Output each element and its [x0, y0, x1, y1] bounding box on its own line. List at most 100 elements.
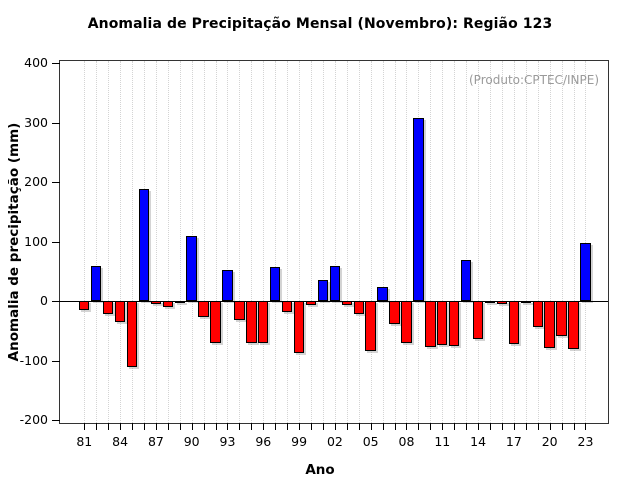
x-tick [490, 423, 492, 430]
gridline [155, 61, 157, 423]
gridline [370, 61, 372, 423]
gridline [490, 61, 492, 423]
gridline [561, 61, 563, 423]
bar-94 [234, 301, 245, 320]
x-tick-label: 08 [398, 434, 415, 449]
x-tick-label: 20 [541, 434, 558, 449]
x-tick [239, 423, 241, 430]
x-tick [442, 423, 444, 430]
gridline [537, 61, 539, 423]
bar-08 [401, 301, 412, 344]
gridline [287, 61, 289, 423]
bar-17 [508, 301, 520, 345]
x-tick [120, 423, 122, 430]
x-tick-label: 84 [112, 434, 129, 449]
x-tick [275, 423, 277, 430]
x-tick [299, 423, 301, 430]
x-tick [561, 423, 563, 430]
y-tick-label: -200 [19, 412, 48, 428]
x-tick-label: 96 [255, 434, 272, 449]
gridline [215, 61, 217, 423]
gridline [299, 61, 301, 423]
x-tick [263, 423, 265, 430]
x-tick-label: 02 [326, 434, 343, 449]
y-tick [52, 301, 60, 303]
bar-23 [580, 242, 591, 302]
bar-09 [413, 118, 424, 302]
y-tick-label: 300 [24, 114, 48, 130]
bar-13 [460, 259, 472, 302]
gridline [442, 61, 444, 423]
bar-98 [281, 301, 293, 312]
bar-84 [114, 301, 126, 323]
bar-93 [222, 269, 233, 302]
gridline [525, 61, 527, 423]
gridline [573, 61, 575, 423]
bar-21 [556, 301, 567, 336]
y-axis-label: Anomalia de precipitação (mm) [6, 122, 22, 362]
gridline [549, 61, 551, 423]
x-tick-label: 05 [362, 434, 379, 449]
x-tick [537, 423, 539, 430]
x-tick [203, 423, 205, 430]
y-tick [52, 360, 60, 362]
x-tick-label: 17 [505, 434, 522, 449]
gridline [275, 61, 277, 423]
x-tick [334, 423, 336, 430]
bar-86 [138, 189, 150, 302]
y-tick [52, 241, 60, 243]
x-axis-label: Ano [305, 462, 335, 478]
bar-95 [246, 301, 257, 343]
x-tick [525, 423, 527, 430]
bar-07 [389, 301, 400, 324]
gridline [311, 61, 313, 423]
x-tick [573, 423, 575, 430]
x-tick [251, 423, 253, 430]
bar-02 [329, 265, 341, 302]
y-tick-label: 400 [24, 55, 48, 71]
x-tick-label: 99 [291, 434, 308, 449]
y-tick-label: 100 [24, 233, 48, 249]
bar-10 [425, 301, 436, 348]
gridline [108, 61, 110, 423]
bar-20 [544, 301, 555, 349]
bar-91 [198, 301, 209, 317]
bar-12 [449, 301, 460, 347]
x-tick [382, 423, 384, 430]
gridline [263, 61, 265, 423]
bar-22 [568, 301, 579, 350]
y-tick-label: 200 [24, 174, 48, 190]
x-tick [179, 423, 181, 430]
plot-area: (Produto:CPTEC/INPE) 400 300 200 100 0 -100 -2… [6, 55, 609, 449]
x-tick [406, 423, 408, 430]
x-tick-label: 93 [219, 434, 236, 449]
x-tick [96, 423, 98, 430]
gridline [406, 61, 408, 423]
chart-title: Anomalia de Precipitação Mensal (Novembr… [87, 16, 553, 32]
gridline [120, 61, 122, 423]
gridline [585, 61, 587, 423]
bar-92 [210, 301, 221, 343]
x-tick [155, 423, 157, 430]
bar-01 [317, 279, 329, 302]
x-tick [84, 423, 86, 430]
gridline [251, 61, 253, 423]
gridline [466, 61, 468, 423]
x-tick [143, 423, 145, 430]
gridline [454, 61, 456, 423]
y-tick-label: 0 [40, 293, 48, 309]
x-tick [346, 423, 348, 430]
x-tick [549, 423, 551, 430]
gridline [203, 61, 205, 423]
x-tick [418, 423, 420, 430]
x-tick [513, 423, 515, 430]
y-tick [52, 122, 60, 124]
bar-82 [91, 265, 102, 302]
bar-06 [377, 286, 388, 302]
x-tick [311, 423, 313, 430]
gridline [167, 61, 169, 423]
gridline [334, 61, 336, 423]
bar-11 [437, 301, 448, 346]
x-tick-label: 11 [434, 434, 451, 449]
